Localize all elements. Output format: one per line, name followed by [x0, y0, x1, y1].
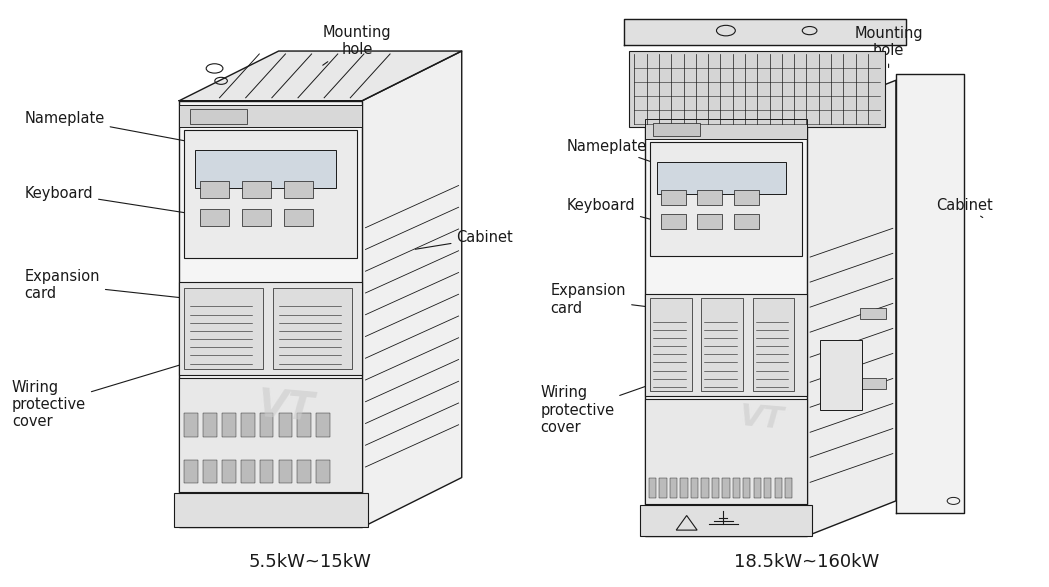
Bar	[820, 340, 862, 410]
Bar	[179, 378, 362, 492]
Text: Cabinet: Cabinet	[415, 231, 513, 249]
Text: VT: VT	[256, 386, 316, 429]
Bar	[260, 460, 274, 483]
Bar	[698, 190, 722, 205]
Bar	[190, 109, 248, 124]
Bar	[284, 181, 314, 198]
Bar	[241, 460, 255, 483]
Bar	[195, 150, 336, 188]
Bar	[200, 181, 230, 198]
Bar	[317, 413, 329, 437]
Bar	[174, 493, 367, 527]
Polygon shape	[179, 101, 362, 527]
Polygon shape	[624, 19, 906, 45]
Bar	[640, 505, 812, 536]
Text: Mounting
hole: Mounting hole	[323, 25, 391, 65]
Bar	[650, 141, 801, 255]
Bar	[298, 460, 312, 483]
Text: Nameplate: Nameplate	[24, 111, 223, 148]
Polygon shape	[807, 80, 896, 536]
Text: Expansion
card: Expansion card	[551, 283, 656, 316]
Text: Keyboard: Keyboard	[24, 185, 213, 217]
Bar	[649, 478, 657, 498]
Text: Wiring
protective
cover: Wiring protective cover	[12, 365, 181, 430]
Bar	[733, 214, 758, 230]
Bar	[774, 478, 782, 498]
Bar	[279, 413, 293, 437]
Bar	[222, 460, 236, 483]
Polygon shape	[179, 51, 462, 101]
Bar	[298, 413, 312, 437]
Bar	[179, 282, 362, 375]
Polygon shape	[896, 75, 964, 512]
Bar	[785, 478, 792, 498]
Bar	[658, 162, 786, 194]
Text: Wiring
protective
cover: Wiring protective cover	[540, 385, 649, 435]
Bar	[650, 298, 692, 391]
Text: Mounting
hole: Mounting hole	[854, 26, 923, 68]
Bar	[279, 460, 293, 483]
Text: 5.5kW~15kW: 5.5kW~15kW	[249, 553, 371, 571]
Bar	[185, 413, 198, 437]
Bar	[661, 214, 686, 230]
Bar	[860, 308, 886, 319]
Bar	[284, 209, 314, 227]
Bar	[645, 119, 807, 139]
Bar	[712, 478, 720, 498]
Bar	[681, 478, 688, 498]
Bar	[733, 190, 758, 205]
Bar	[722, 478, 729, 498]
Bar	[753, 478, 761, 498]
Bar	[702, 298, 743, 391]
Bar	[200, 209, 230, 227]
Bar	[179, 105, 362, 127]
Bar	[732, 478, 740, 498]
Text: Cabinet: Cabinet	[937, 198, 993, 218]
Bar	[752, 298, 794, 391]
Bar	[274, 288, 351, 369]
Bar	[629, 51, 885, 127]
Text: Expansion
card: Expansion card	[24, 268, 193, 301]
Text: Keyboard: Keyboard	[566, 198, 663, 222]
Bar	[645, 399, 807, 504]
Text: 18.5kW~160kW: 18.5kW~160kW	[734, 553, 880, 571]
Polygon shape	[362, 51, 462, 527]
Polygon shape	[645, 115, 807, 536]
Bar	[185, 130, 357, 258]
Bar	[702, 478, 709, 498]
Text: VT: VT	[738, 402, 785, 434]
Bar	[185, 460, 198, 483]
Bar	[222, 413, 236, 437]
Bar	[241, 413, 255, 437]
Bar	[260, 413, 274, 437]
Bar	[185, 288, 263, 369]
Bar	[204, 413, 217, 437]
Bar	[317, 460, 329, 483]
Bar	[670, 478, 678, 498]
Bar	[242, 209, 272, 227]
Bar	[242, 181, 272, 198]
Bar	[698, 214, 722, 230]
Bar	[661, 190, 686, 205]
Text: Nameplate: Nameplate	[566, 139, 666, 167]
Bar	[764, 478, 771, 498]
Bar	[660, 478, 667, 498]
Bar	[743, 478, 750, 498]
Bar	[654, 123, 701, 136]
Bar	[691, 478, 699, 498]
Bar	[204, 460, 217, 483]
Bar	[645, 294, 807, 396]
Bar	[860, 378, 886, 389]
